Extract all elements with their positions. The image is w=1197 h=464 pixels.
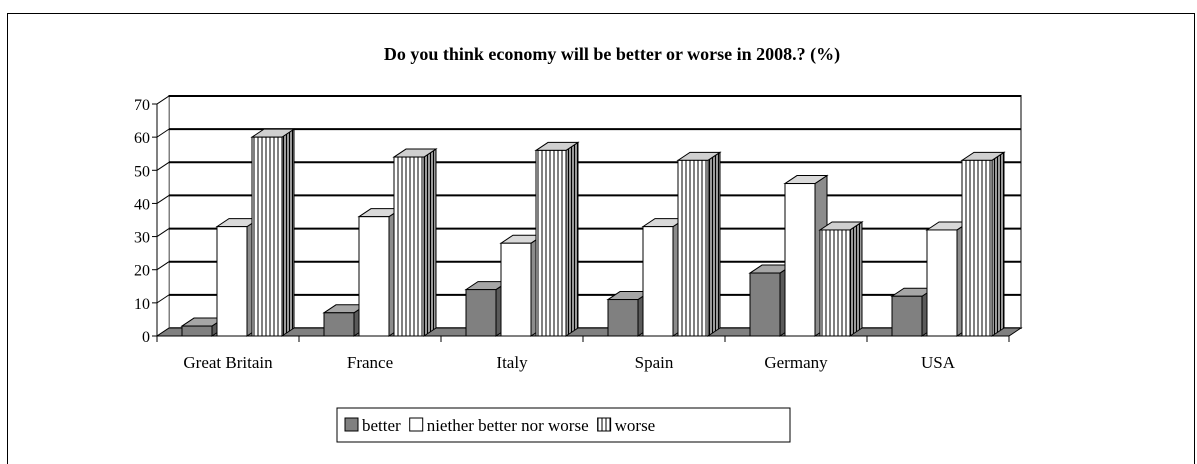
back-wall bbox=[168, 95, 1022, 329]
bar-better bbox=[749, 272, 781, 337]
bar-worse-side bbox=[707, 151, 721, 337]
x-tick-label: France bbox=[347, 353, 393, 372]
legend-swatch-better bbox=[344, 417, 359, 432]
side-wall bbox=[156, 95, 170, 337]
gridline-side bbox=[156, 261, 170, 271]
bar-better bbox=[607, 299, 639, 337]
x-tick-label: Germany bbox=[764, 353, 828, 372]
bar-neither bbox=[642, 226, 674, 337]
bar-worse-side bbox=[849, 221, 863, 337]
bar-better bbox=[323, 312, 355, 337]
x-tick-label: USA bbox=[921, 353, 956, 372]
bar-neither bbox=[926, 229, 958, 337]
bar-worse bbox=[961, 159, 993, 337]
bar-better bbox=[181, 325, 213, 337]
gridline-side bbox=[156, 195, 170, 204]
x-tick-label: Spain bbox=[635, 353, 674, 372]
y-tick-label: 30 bbox=[134, 230, 150, 247]
y-tick-label: 20 bbox=[134, 263, 150, 280]
legend-label-neither: niether better nor worse bbox=[427, 416, 589, 435]
y-tick-label: 0 bbox=[142, 329, 150, 346]
legend-swatch-neither bbox=[409, 417, 424, 432]
bar-better bbox=[891, 295, 923, 337]
legend-swatch-worse bbox=[597, 417, 612, 432]
chart-frame bbox=[7, 13, 1195, 464]
y-tick-label: 40 bbox=[134, 196, 150, 213]
gridline-side bbox=[156, 228, 170, 237]
bar-worse-side bbox=[281, 128, 295, 337]
gridline-side bbox=[156, 161, 170, 171]
bar-better bbox=[465, 289, 497, 337]
x-tick-label: Great Britain bbox=[183, 353, 273, 372]
bar-worse bbox=[393, 156, 425, 337]
legend-label-better: better bbox=[362, 416, 401, 435]
bar-worse bbox=[677, 159, 709, 337]
gridline-side bbox=[156, 95, 170, 105]
bar-worse bbox=[251, 136, 283, 337]
bar-neither bbox=[358, 216, 390, 337]
legend: better niether better nor worse worse bbox=[336, 407, 791, 443]
bar-worse bbox=[535, 149, 567, 337]
bar-worse-side bbox=[565, 141, 579, 337]
bar-neither bbox=[500, 242, 532, 337]
y-tick-label: 60 bbox=[134, 130, 150, 147]
y-tick-label: 70 bbox=[134, 97, 150, 114]
chart-title: Do you think economy will be better or w… bbox=[384, 44, 840, 65]
plot-area: 0 10 20 30 40 50 60 70 Great Britain France Italy S… bbox=[134, 95, 1023, 372]
y-tick-label: 10 bbox=[134, 296, 150, 313]
bar-neither bbox=[784, 183, 816, 337]
bar-neither bbox=[216, 226, 248, 337]
bar-worse bbox=[819, 229, 851, 337]
x-tick-label: Italy bbox=[496, 353, 528, 372]
bar-worse-side bbox=[423, 148, 437, 337]
legend-label-worse: worse bbox=[615, 416, 656, 435]
gridline-side bbox=[156, 294, 170, 304]
y-tick-label: 50 bbox=[134, 163, 150, 180]
bar-worse-side bbox=[991, 151, 1005, 337]
gridline-side bbox=[156, 128, 170, 138]
